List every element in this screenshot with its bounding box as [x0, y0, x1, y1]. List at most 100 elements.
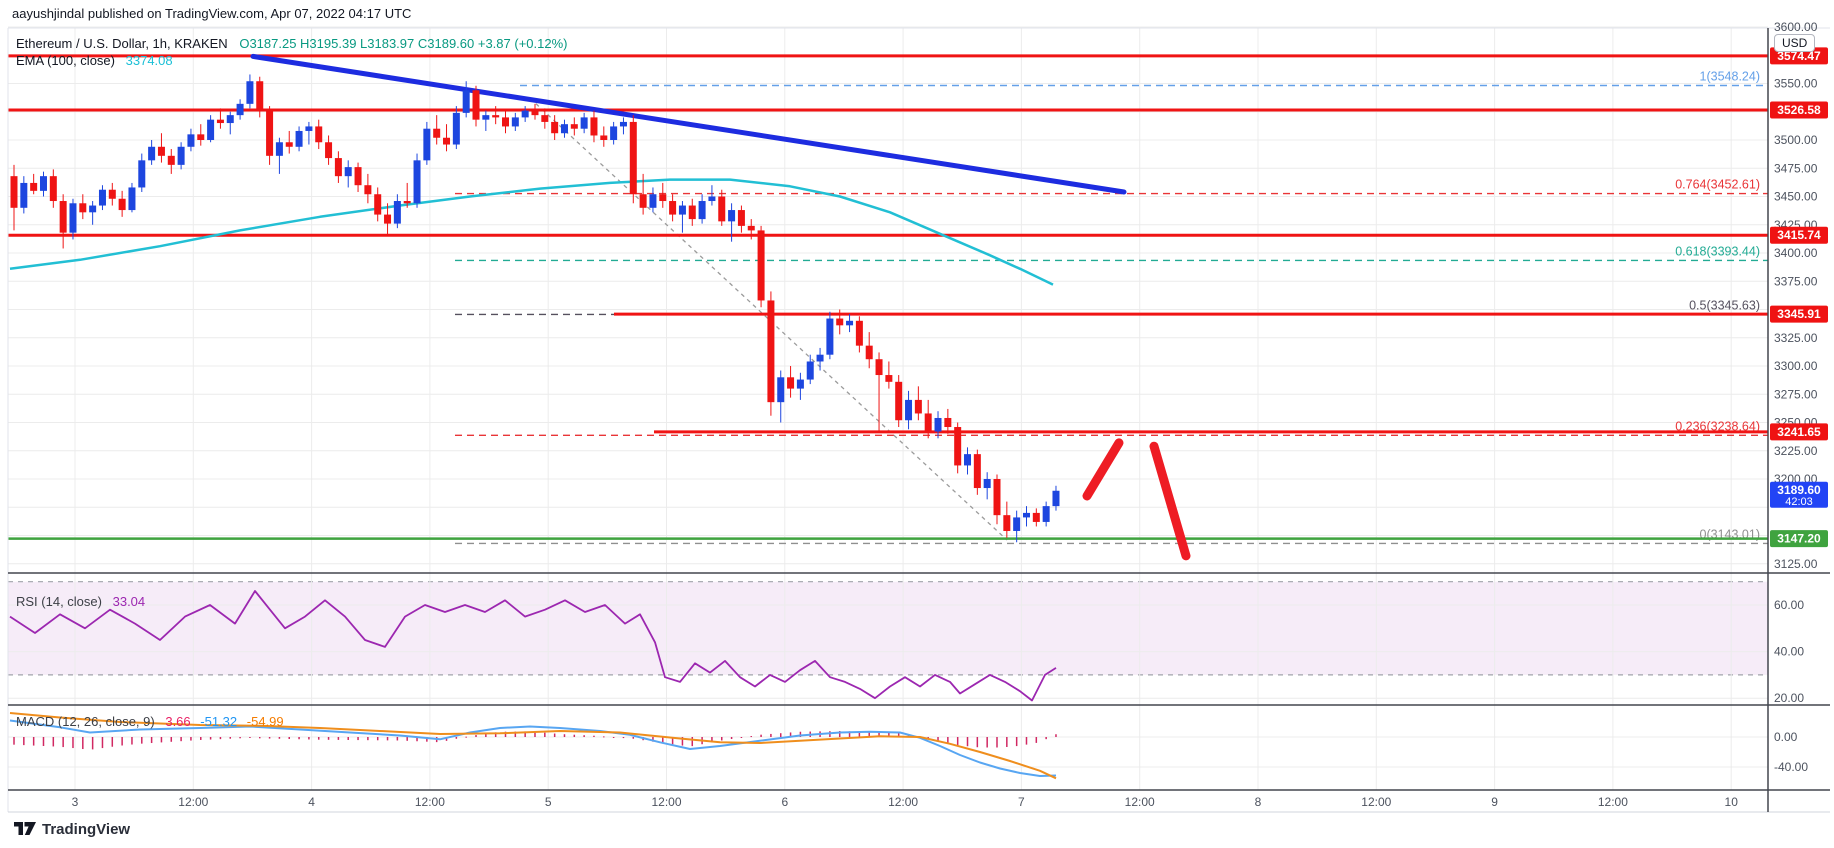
macd-line[interactable]	[9, 719, 1057, 777]
candle-body	[256, 81, 264, 111]
candle-body	[315, 126, 323, 143]
macd-histogram	[13, 731, 1057, 750]
published-info: aayushjindal published on TradingView.co…	[12, 6, 412, 21]
time-tick: 12:00	[1598, 795, 1628, 809]
currency-unit-badge[interactable]: USD	[1774, 34, 1816, 52]
candle-body	[393, 201, 401, 224]
candle-body	[629, 121, 637, 195]
time-tick: 8	[1255, 795, 1262, 809]
candle-body	[413, 160, 421, 204]
rsi-legend[interactable]: RSI (14, close) 33.04	[16, 594, 145, 609]
fib-level-label: 1(3548.24)	[1700, 69, 1760, 83]
candle-body	[757, 230, 765, 301]
price-tick: 3300.00	[1774, 359, 1818, 373]
price-badge-value: 3574.47	[1777, 49, 1821, 63]
candle-body	[30, 182, 38, 191]
candle-body	[580, 117, 588, 129]
fib-retracement[interactable]: 1(3548.24) 0.764(3452.61) 0.618(3393.44) 0.…	[455, 69, 1768, 545]
price-tick: 3375.00	[1774, 274, 1818, 288]
rsi-tick: 20.00	[1774, 691, 1804, 705]
candle-body	[325, 142, 333, 159]
rsi-label: RSI (14, close)	[16, 594, 102, 609]
price-tick: 3325.00	[1774, 331, 1818, 345]
candle-body	[885, 375, 893, 382]
symbol-legend[interactable]: Ethereum / U.S. Dollar, 1h, KRAKEN O3187…	[16, 36, 567, 51]
time-tick: 12:00	[1361, 795, 1391, 809]
candle-body	[157, 146, 165, 156]
candle-body	[855, 320, 863, 346]
candle-body	[767, 300, 775, 403]
macd-legend[interactable]: MACD (12, 26, close, 9) 3.66 -51.32 -54.…	[16, 714, 284, 729]
candle-body	[423, 128, 431, 161]
candle-body	[737, 210, 745, 226]
time-tick: 9	[1491, 795, 1498, 809]
bar-countdown: 42:03	[1785, 496, 1813, 508]
candle-body	[364, 185, 372, 195]
time-tick: 12:00	[415, 795, 445, 809]
time-tick: 12:00	[651, 795, 681, 809]
tradingview-logo[interactable]: TradingView	[14, 820, 130, 838]
time-axis[interactable]: 3 12:00 4 12:00 5 12:00 6 12:00 7 12:00 8 12:00 9 12:…	[72, 795, 1739, 809]
candle-body	[551, 121, 559, 134]
time-tick: 12:00	[178, 795, 208, 809]
price-tick: 3400.00	[1774, 246, 1818, 260]
candle-body	[993, 479, 1001, 516]
macd-hist-value: 3.66	[165, 714, 191, 729]
candle-body	[541, 115, 549, 122]
candle-body	[177, 146, 185, 165]
price-tick: 3475.00	[1774, 161, 1818, 175]
price-tick: 3275.00	[1774, 387, 1818, 401]
rsi-line[interactable]	[9, 590, 1057, 702]
macd-signal-line[interactable]	[9, 712, 1057, 780]
candle-body	[403, 201, 411, 204]
price-badge	[1770, 226, 1828, 244]
candle-body	[187, 134, 195, 147]
descending-trendline[interactable]	[250, 53, 1127, 195]
candle-body	[98, 189, 106, 206]
candle-body	[718, 196, 726, 222]
candle-body	[305, 126, 313, 131]
candle-body	[1052, 490, 1060, 507]
price-badge-value: 3189.60	[1777, 483, 1821, 497]
price-axis[interactable]: 3600.003550.003500.003475.003450.003425.…	[1774, 20, 1818, 774]
tradingview-logo-text: TradingView	[42, 820, 131, 838]
candle-body	[511, 117, 519, 127]
candle-body	[482, 115, 490, 120]
ema-line[interactable]	[9, 178, 1054, 286]
candle-body	[747, 225, 755, 231]
candle-body	[688, 205, 696, 220]
candle-body	[1042, 506, 1050, 522]
price-tick: 3450.00	[1774, 190, 1818, 204]
macd-tick: 0.00	[1774, 730, 1798, 744]
price-badge	[1770, 481, 1828, 508]
candle-body	[777, 377, 785, 403]
candle-body	[236, 103, 244, 116]
candle-body	[384, 214, 392, 224]
time-tick: 12:00	[888, 795, 918, 809]
candle-body	[275, 142, 283, 156]
ema-legend[interactable]: EMA (100, close) 3374.08	[16, 53, 173, 68]
candle-body	[89, 205, 97, 213]
candles[interactable]	[10, 74, 1060, 543]
candle-body	[560, 124, 568, 134]
candle-body	[69, 203, 77, 233]
price-tick: 3550.00	[1774, 77, 1818, 91]
candle-body	[246, 81, 254, 104]
candle-body	[973, 454, 981, 489]
candle-body	[816, 354, 824, 362]
candle-body	[796, 379, 804, 389]
rsi-band	[8, 581, 1768, 676]
candle-body	[698, 201, 706, 220]
macd-tick: -40.00	[1774, 760, 1808, 774]
candle-body	[865, 345, 873, 360]
candle-body	[207, 119, 215, 140]
resistance-lines[interactable]	[8, 54, 1768, 434]
tradingview-logo-icon	[14, 822, 36, 835]
price-badge-value: 3526.58	[1777, 103, 1821, 117]
candle-body	[502, 117, 509, 127]
candle-body	[59, 201, 67, 233]
drawn-arrows[interactable]	[1082, 438, 1191, 561]
candle-body	[128, 187, 136, 211]
